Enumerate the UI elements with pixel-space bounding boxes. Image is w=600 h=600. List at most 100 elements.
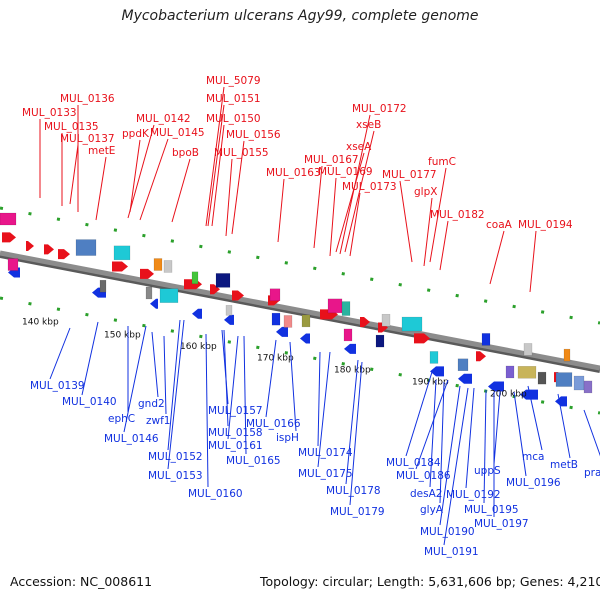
bottom-label-leader [317, 351, 321, 447]
reverse-gene-arrow-8 [430, 366, 444, 377]
bottom-label-leader [439, 381, 445, 504]
gene-label-bottom: MUL_0152 [148, 451, 203, 463]
gene-label-bottom: MUL_0158 [208, 427, 263, 439]
top-label-leader [225, 158, 233, 237]
gene-label-top: MUL_0172 [352, 103, 407, 115]
bottom-label-leader [345, 359, 359, 485]
feature-block-28 [573, 375, 585, 391]
scale-tick-label: 140 kbp [22, 318, 59, 328]
feature-block-14 [145, 286, 153, 300]
top-label-leader [207, 104, 225, 227]
feature-block-1 [75, 239, 97, 256]
bottom-label-leader [289, 341, 297, 432]
bottom-label-leader [483, 389, 487, 504]
top-label-leader [329, 177, 337, 257]
scale-tick-label: 170 kbp [257, 354, 294, 364]
forward-gene-arrow-13 [414, 333, 430, 344]
top-label-leader [335, 152, 365, 253]
forward-gene-arrow-4 [112, 261, 128, 272]
feature-block-8 [327, 298, 343, 314]
bottom-label-leader [167, 319, 185, 470]
forward-gene-arrow-11 [360, 317, 370, 327]
genome-backbone [0, 250, 600, 371]
bottom-label-leader [243, 335, 247, 455]
gene-label-bottom: MUL_0184 [386, 457, 441, 469]
gene-label-bottom: MUL_0197 [474, 518, 529, 530]
gene-label-top: MUL_0151 [206, 93, 261, 105]
forward-gene-arrow-8 [232, 290, 244, 301]
top-label-leader [439, 220, 449, 271]
gene-label-bottom: MUL_0175 [298, 468, 353, 480]
gene-label-bottom: mca [522, 451, 544, 463]
gene-label-bottom: MUL_0178 [326, 485, 381, 497]
gene-label-top: MUL_0156 [226, 129, 281, 141]
feature-block-30 [523, 343, 533, 356]
reverse-gene-arrow-2 [150, 298, 158, 309]
feature-block-10 [381, 313, 391, 327]
gene-label-top: MUL_0150 [206, 113, 261, 125]
scale-tick-label: 190 kbp [412, 377, 449, 387]
gene-label-bottom: MUL_0146 [104, 433, 159, 445]
gene-label-bottom: MUL_0190 [420, 526, 475, 538]
forward-gene-arrow-0 [2, 232, 16, 243]
gene-label-top: bpoB [172, 147, 199, 159]
bottom-label-leader [123, 325, 147, 433]
bottom-label-leader [317, 351, 331, 468]
gene-label-bottom: MUL_0195 [464, 504, 519, 516]
feature-block-25 [517, 366, 537, 379]
gene-label-bottom: MUL_0140 [62, 396, 117, 408]
gene-label-top: MUL_0169 [318, 166, 373, 178]
feature-block-0 [0, 212, 17, 226]
feature-block-21 [375, 334, 385, 348]
scale-tick-label: 180 kbp [334, 365, 371, 375]
feature-block-4 [163, 260, 173, 273]
gene-label-top: MUL_0167 [304, 154, 359, 166]
top-label-leader [277, 178, 285, 243]
bottom-label-leader [227, 335, 239, 440]
top-label-leader [171, 158, 191, 223]
top-label-leader [529, 230, 537, 293]
genome-title: Mycobacterium ulcerans Agy99, complete g… [121, 8, 479, 24]
accession-label: Accession: NC_008611 [10, 574, 153, 589]
reverse-gene-arrow-11 [520, 389, 538, 400]
top-label-leader [344, 130, 375, 253]
feature-block-9 [341, 301, 351, 316]
bottom-label-leader [151, 331, 159, 398]
top-label-leader [399, 180, 413, 263]
bottom-label-leader [493, 391, 501, 465]
gene-label-top: MUL_0133 [22, 107, 77, 119]
gene-label-top: coaA [486, 219, 513, 231]
feature-block-24 [505, 365, 515, 379]
gene-label-bottom: MUL_0186 [396, 470, 451, 482]
bottom-label-leader [527, 385, 543, 451]
scale-tick-label: 150 kbp [104, 330, 141, 340]
feature-block-20 [343, 328, 353, 342]
gene-label-top: xseA [346, 141, 372, 153]
feature-block-23 [457, 358, 469, 372]
reverse-gene-arrow-9 [458, 373, 472, 384]
gene-label-bottom: glyA [420, 504, 444, 516]
gene-label-bottom: MUL_0192 [446, 489, 501, 501]
feature-block-17 [271, 312, 281, 326]
top-label-leader [95, 156, 107, 221]
gene-label-top: MUL_0163 [266, 167, 321, 179]
bottom-label-leader [429, 379, 437, 488]
gene-label-bottom: MUL_0157 [208, 405, 263, 417]
forward-gene-arrow-1 [26, 240, 34, 251]
feature-block-15 [159, 288, 179, 303]
top-label-leader [205, 86, 225, 227]
feature-block-12 [7, 258, 19, 271]
top-label-leader [127, 124, 155, 219]
gene-label-bottom: MUL_0153 [148, 470, 203, 482]
gene-label-bottom: gnd2 [138, 398, 165, 410]
gene-label-bottom: ispH [276, 432, 299, 444]
gene-label-bottom: ephC [108, 413, 135, 425]
feature-block-18 [283, 315, 293, 328]
gene-label-bottom: MUL_0139 [30, 380, 85, 392]
gene-label-top: MUL_0155 [214, 147, 269, 159]
reverse-gene-arrow-4 [224, 314, 234, 325]
feature-block-5 [191, 271, 199, 285]
bottom-label-leader [223, 329, 229, 427]
feature-block-26 [537, 371, 547, 385]
